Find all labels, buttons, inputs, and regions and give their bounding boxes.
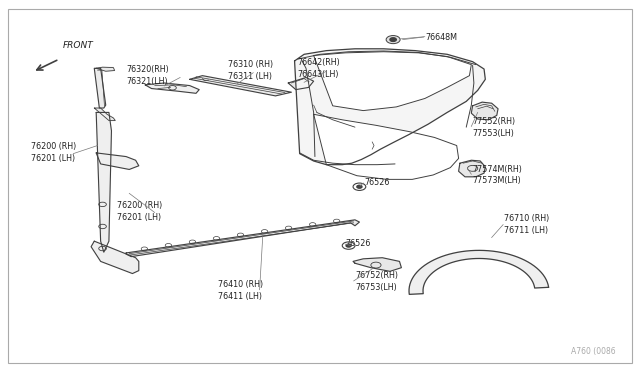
Text: 76410 (RH)
76411 (LH): 76410 (RH) 76411 (LH) xyxy=(218,280,264,301)
Text: 77574M(RH)
77573M(LH): 77574M(RH) 77573M(LH) xyxy=(472,164,522,185)
Polygon shape xyxy=(314,52,471,110)
Polygon shape xyxy=(409,250,548,294)
Polygon shape xyxy=(314,114,459,179)
Text: 76310 (RH)
76311 (LH): 76310 (RH) 76311 (LH) xyxy=(228,60,273,80)
Polygon shape xyxy=(96,112,111,252)
Polygon shape xyxy=(145,83,199,93)
Polygon shape xyxy=(353,258,401,271)
Polygon shape xyxy=(96,67,115,71)
Polygon shape xyxy=(94,108,115,121)
Polygon shape xyxy=(96,153,139,170)
Text: 76642(RH)
76643(LH): 76642(RH) 76643(LH) xyxy=(298,58,340,79)
Text: 76200 (RH)
76201 (LH): 76200 (RH) 76201 (LH) xyxy=(31,142,76,163)
Polygon shape xyxy=(459,160,485,177)
Polygon shape xyxy=(294,49,485,165)
Circle shape xyxy=(390,38,396,41)
Circle shape xyxy=(346,244,351,247)
Polygon shape xyxy=(94,68,106,108)
Text: FRONT: FRONT xyxy=(63,41,93,50)
Text: 76526: 76526 xyxy=(365,178,390,187)
Polygon shape xyxy=(91,241,139,273)
Text: A760 (0086: A760 (0086 xyxy=(571,347,616,356)
Text: 76710 (RH)
76711 (LH): 76710 (RH) 76711 (LH) xyxy=(504,214,550,235)
Text: 76320(RH)
76321(LH): 76320(RH) 76321(LH) xyxy=(126,65,169,86)
Text: 76752(RH)
76753(LH): 76752(RH) 76753(LH) xyxy=(355,271,398,292)
Circle shape xyxy=(357,185,362,188)
Polygon shape xyxy=(126,220,360,257)
Polygon shape xyxy=(471,102,498,120)
Polygon shape xyxy=(288,77,314,90)
Circle shape xyxy=(386,36,400,44)
Text: 77552(RH)
77553(LH): 77552(RH) 77553(LH) xyxy=(472,117,516,138)
Text: 76526: 76526 xyxy=(346,238,371,247)
Polygon shape xyxy=(189,76,291,96)
Text: 76200 (RH)
76201 (LH): 76200 (RH) 76201 (LH) xyxy=(116,201,162,222)
Text: 76648M: 76648M xyxy=(425,32,457,42)
